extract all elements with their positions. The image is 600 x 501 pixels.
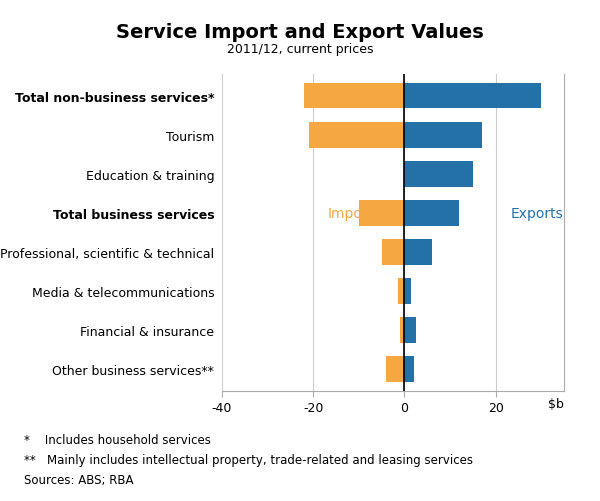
Text: **   Mainly includes intellectual property, trade-related and leasing services: ** Mainly includes intellectual property…: [24, 453, 473, 466]
Bar: [404, 240, 432, 265]
Bar: [398, 279, 404, 304]
Text: *    Includes household services: * Includes household services: [24, 433, 211, 446]
Bar: [400, 318, 404, 343]
Bar: [404, 318, 416, 343]
Bar: [386, 357, 404, 382]
Bar: [404, 84, 541, 109]
Bar: [304, 84, 404, 109]
Bar: [359, 201, 404, 226]
Text: Sources: ABS; RBA: Sources: ABS; RBA: [24, 473, 133, 486]
Bar: [382, 240, 404, 265]
Text: $b: $b: [548, 397, 564, 410]
Bar: [404, 123, 482, 148]
Bar: [404, 201, 459, 226]
Text: Service Import and Export Values: Service Import and Export Values: [116, 23, 484, 42]
Bar: [404, 357, 413, 382]
Text: Imports: Imports: [328, 206, 381, 220]
Bar: [404, 279, 411, 304]
Bar: [308, 123, 404, 148]
Text: 2011/12, current prices: 2011/12, current prices: [227, 43, 373, 56]
Bar: [404, 162, 473, 187]
Text: Exports: Exports: [510, 206, 563, 220]
